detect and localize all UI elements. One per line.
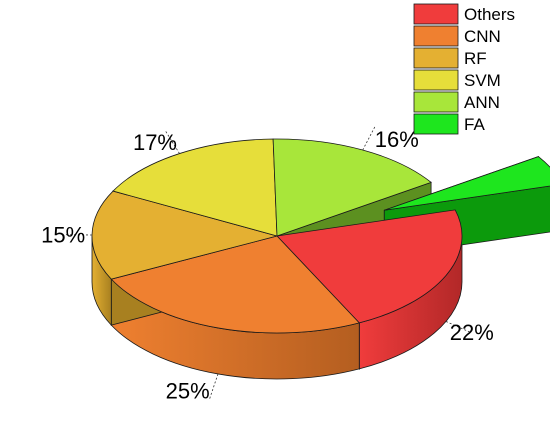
leader-line-svm [165,131,180,154]
legend: Others CNN RF SVM ANN FA [413,3,515,135]
percent-label-rf: 15% [41,223,85,248]
legend-label-svm: SVM [464,71,501,90]
legend-swatch-ann [413,91,459,113]
percent-label-ann: 16% [375,127,419,152]
pie-top-cnn [110,235,361,334]
pie-top-others [276,209,463,324]
percent-label-cnn: 25% [166,379,210,404]
legend-label-others: Others [464,5,515,24]
legend-label-ann: ANN [464,93,500,112]
percent-label-others: 22% [450,320,494,345]
pie-top-fa [384,156,550,211]
pie-top-ann [272,138,432,237]
leader-line-others [445,321,470,333]
legend-swatch-others [413,3,459,25]
pie-tops [91,138,463,334]
pie-leader-lines [66,126,470,399]
legend-swatch-rf [413,47,459,69]
legend-label-cnn: CNN [464,27,501,46]
legend-label-rf: RF [464,49,487,68]
legend-swatch-svm [413,69,459,91]
pie-percent-labels: 22%25%15%17%16%5% [41,127,494,404]
leader-line-ann [362,126,376,151]
percent-label-svm: 17% [133,130,177,155]
legend-label-fa: FA [464,115,485,134]
leader-line-cnn [209,373,219,399]
legend-swatch-fa [413,113,459,135]
legend-swatch-cnn [413,25,459,47]
